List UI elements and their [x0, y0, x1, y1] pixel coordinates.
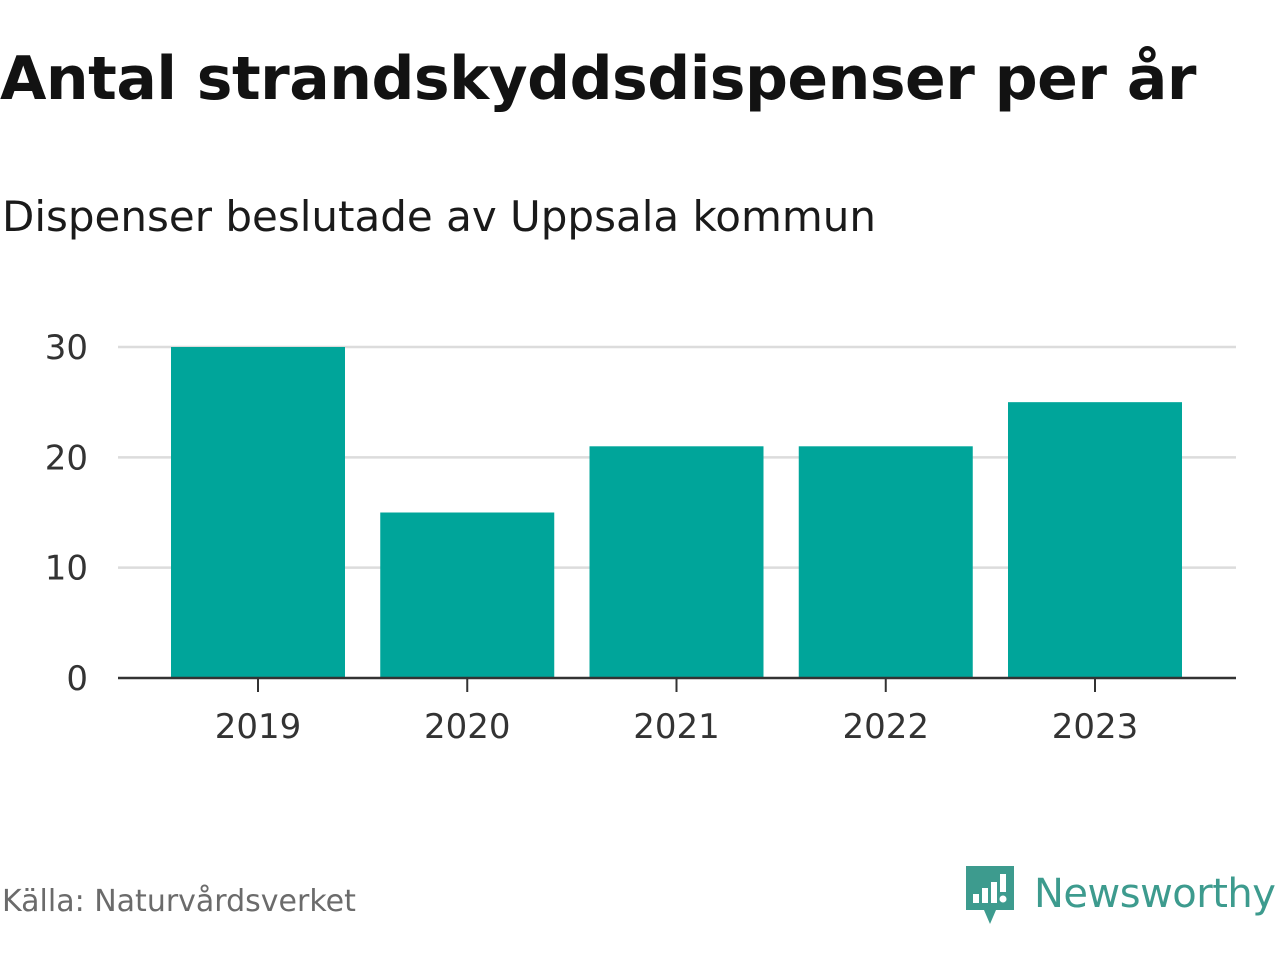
bar-chart: 0 10 20 30 2019 2020 2021 2022 2023: [45, 328, 1236, 747]
y-tick-label: 30: [45, 328, 88, 368]
bar-2021: [589, 446, 764, 678]
x-tick-label: 2019: [215, 707, 302, 747]
bar-2022: [798, 446, 973, 678]
brand-name: Newsworthy: [1034, 871, 1276, 917]
x-tick-label: 2023: [1052, 707, 1139, 747]
x-tick-label: 2021: [633, 707, 720, 747]
newsworthy-chart-icon: [966, 866, 1014, 924]
y-tick-label: 20: [45, 438, 88, 478]
chart-title: Antal strandskyddsdispenser per år: [0, 44, 1196, 114]
x-tick-label: 2020: [424, 707, 511, 747]
brand-logo: Newsworthy: [964, 862, 1276, 926]
x-tick-label: 2022: [842, 707, 929, 747]
y-tick-label: 0: [66, 659, 88, 699]
bar-2019: [171, 347, 345, 678]
chart-subtitle: Dispenser beslutade av Uppsala kommun: [2, 192, 877, 241]
y-tick-label: 10: [45, 549, 88, 589]
bar-2020: [380, 512, 555, 678]
bar-2023: [1008, 402, 1182, 678]
source-note: Källa: Naturvårdsverket: [2, 884, 356, 919]
